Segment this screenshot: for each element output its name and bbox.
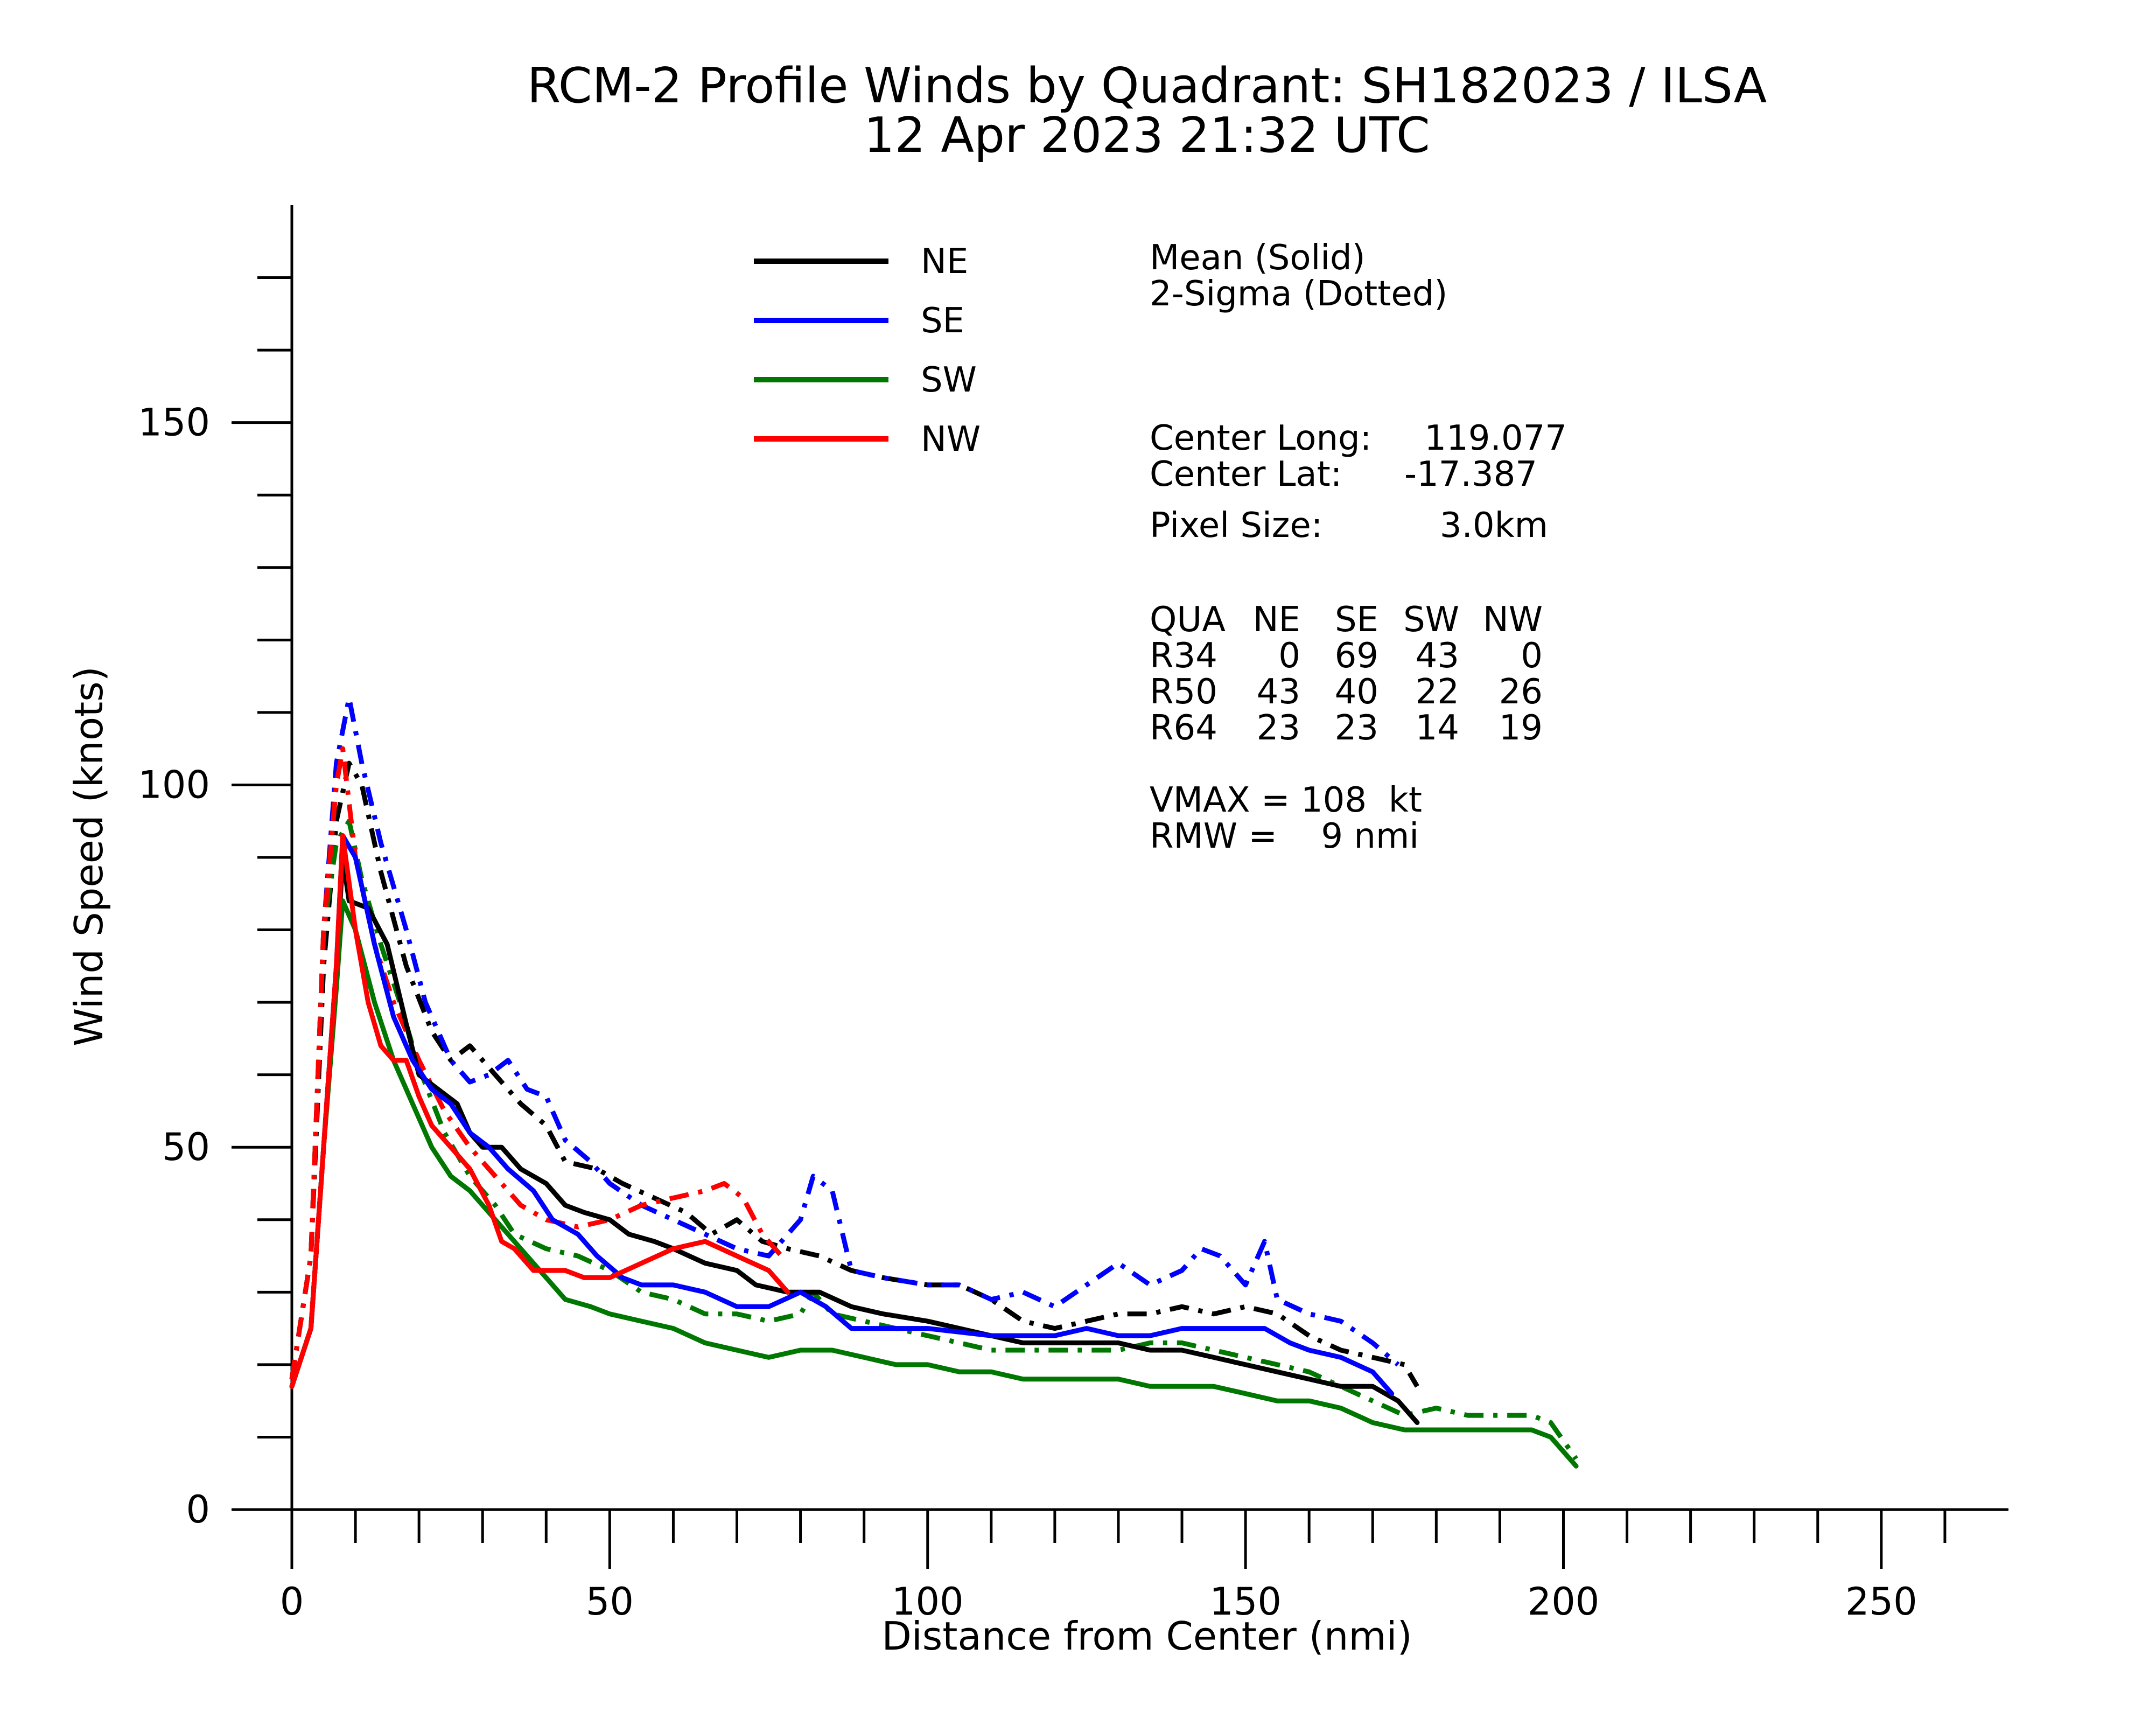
note-sigma: 2-Sigma (Dotted)	[1150, 274, 1447, 314]
vmax-line: VMAX = 108 kt	[1150, 780, 1422, 820]
table-header-cell: NW	[1483, 600, 1543, 640]
x-tick-label: 200	[1528, 1580, 1600, 1624]
legend: NE SE SW NW	[754, 242, 981, 459]
legend-label-nw: NW	[921, 420, 981, 459]
y-axis-title: Wind Speed (knots)	[66, 666, 111, 1046]
table-cell: 43	[1416, 636, 1459, 676]
x-tick-label: 0	[280, 1580, 304, 1624]
table-cell: 0	[1278, 636, 1300, 676]
axes: 0 50 100 150 0 50 100 150 200 250	[138, 205, 2008, 1624]
table-cell: 40	[1335, 672, 1378, 712]
info-panel: Center Long: 119.077 Center Lat: -17.387…	[1150, 418, 1567, 856]
legend-label-se: SE	[921, 301, 964, 341]
chart-title: RCM-2 Profile Winds by Quadrant: SH18202…	[527, 58, 1767, 114]
center-lat-label: Center Lat:	[1150, 455, 1342, 494]
y-tick-label: 150	[138, 401, 210, 445]
table-cell: 0	[1521, 636, 1543, 676]
series-se-sigma	[289, 695, 1400, 1380]
note-mean: Mean (Solid)	[1150, 238, 1366, 278]
x-tick-label: 100	[892, 1580, 964, 1624]
legend-note: Mean (Solid) 2-Sigma (Dotted)	[1150, 238, 1447, 314]
x-tick-label: 250	[1845, 1580, 1917, 1624]
series-ne-mean	[289, 855, 1420, 1425]
series-nw-mean	[289, 833, 790, 1389]
series-layer	[289, 695, 1579, 1469]
table-header-cell: NE	[1253, 600, 1300, 640]
table-cell: 23	[1257, 708, 1300, 748]
x-tick-label: 50	[586, 1580, 634, 1624]
table-cell: R34	[1150, 636, 1217, 676]
x-tick-label: 150	[1209, 1580, 1282, 1624]
center-lat-value: -17.387	[1404, 455, 1537, 494]
table-cell: R64	[1150, 708, 1217, 748]
center-long-label: Center Long:	[1150, 418, 1371, 458]
x-axis-title: Distance from Center (nmi)	[881, 1614, 1412, 1659]
pixel-size-value: 3.0km	[1440, 506, 1548, 546]
series-ne-sigma	[289, 760, 1419, 1388]
table-cell: 14	[1416, 708, 1459, 748]
table-cell: 22	[1416, 672, 1459, 712]
table-cell: 26	[1499, 672, 1543, 712]
legend-label-sw: SW	[921, 360, 977, 400]
y-tick-label: 50	[162, 1125, 210, 1169]
rmw-line: RMW = 9 nmi	[1150, 816, 1419, 856]
table-cell: R50	[1150, 672, 1217, 712]
table-cell: 69	[1335, 636, 1378, 676]
table-header-cell: SE	[1335, 600, 1378, 640]
pixel-size-label: Pixel Size:	[1150, 506, 1322, 546]
table-header-cell: QUA	[1150, 600, 1226, 640]
legend-label-ne: NE	[921, 242, 968, 282]
table-cell: 43	[1257, 672, 1300, 712]
series-se-mean	[289, 833, 1395, 1396]
table-cell: 23	[1335, 708, 1378, 748]
table-header-cell: SW	[1403, 600, 1459, 640]
y-tick-label: 0	[186, 1487, 210, 1532]
y-tick-label: 100	[138, 763, 210, 807]
center-long-value: 119.077	[1424, 418, 1567, 458]
series-sw-mean	[289, 898, 1579, 1469]
table-cell: 19	[1499, 708, 1543, 748]
series-nw-sigma	[289, 746, 783, 1380]
chart-subtitle: 12 Apr 2023 21:32 UTC	[864, 107, 1430, 164]
